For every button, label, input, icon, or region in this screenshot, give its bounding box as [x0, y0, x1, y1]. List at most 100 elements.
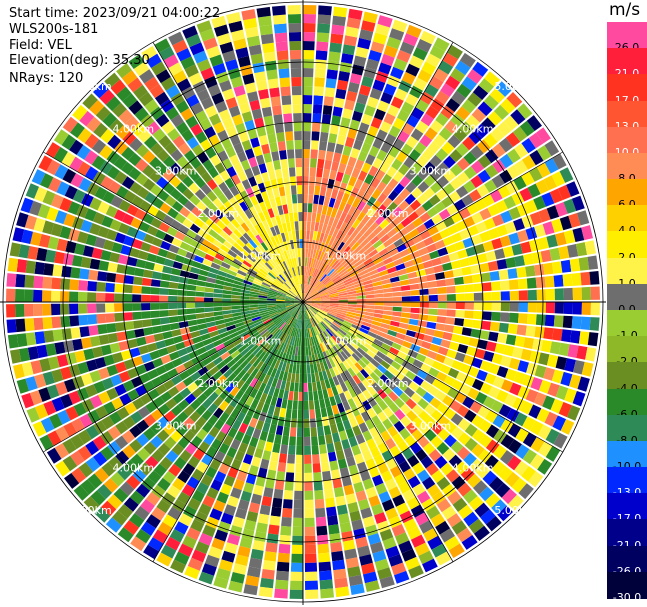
range-gate: [59, 197, 72, 212]
range-gate: [228, 580, 244, 593]
range-gate: [270, 451, 280, 462]
range-gate: [172, 70, 187, 84]
range-gate: [240, 222, 250, 233]
range-gate: [303, 32, 316, 42]
range-gate: [303, 86, 313, 96]
range-gate: [118, 109, 133, 124]
range-gate: [342, 145, 352, 157]
range-gate: [370, 446, 381, 458]
range-gate: [273, 328, 281, 337]
range-gate: [336, 265, 345, 274]
range-gate: [345, 358, 354, 368]
range-gate: [443, 270, 454, 279]
range-gate: [416, 326, 427, 334]
range-gate: [479, 231, 491, 243]
range-gate: [328, 51, 341, 62]
range-gate: [31, 169, 46, 185]
range-gate: [157, 521, 173, 536]
range-gate: [255, 476, 266, 487]
range-gate: [159, 46, 175, 61]
range-gate: [196, 59, 211, 72]
range-gate: [479, 360, 492, 372]
range-gate: [422, 558, 438, 573]
range-gate: [336, 313, 346, 318]
range-gate: [310, 291, 318, 297]
range-gate: [320, 123, 330, 133]
range-gate: [482, 194, 495, 207]
range-gate: [34, 261, 45, 275]
range-gate: [361, 411, 371, 422]
range-gate: [249, 344, 259, 353]
range-gate: [250, 314, 261, 319]
range-gate: [463, 216, 476, 228]
range-gate: [395, 263, 406, 271]
range-gate: [159, 317, 170, 325]
range-gate: [286, 293, 295, 299]
range-gate: [172, 499, 186, 513]
range-gate: [202, 495, 216, 508]
range-gate: [42, 276, 53, 289]
range-gate: [15, 318, 26, 333]
range-gate: [327, 245, 335, 255]
range-gate: [161, 120, 175, 135]
range-gate: [305, 319, 309, 329]
range-gate: [306, 364, 311, 374]
range-gate: [310, 418, 317, 428]
range-gate: [298, 337, 302, 347]
range-gate: [327, 313, 336, 319]
range-gate: [334, 318, 344, 325]
range-gate: [239, 201, 249, 212]
range-gate: [96, 281, 106, 292]
range-gate: [401, 360, 413, 370]
range-gate: [124, 402, 137, 415]
range-gate: [188, 169, 201, 182]
range-gate: [222, 302, 232, 307]
range-gate: [279, 150, 287, 160]
range-gate: [172, 135, 186, 149]
range-gate: [220, 261, 231, 270]
range-gate: [100, 500, 117, 516]
range-gate: [228, 20, 243, 33]
range-gate: [114, 283, 124, 293]
range-gate: [282, 222, 288, 233]
range-gate: [463, 452, 477, 467]
range-gate: [201, 398, 213, 409]
range-gate: [319, 261, 326, 271]
range-gate: [287, 14, 301, 24]
range-gate: [268, 386, 276, 397]
range-gate: [426, 505, 441, 520]
range-gate: [396, 49, 411, 63]
range-gate: [555, 232, 567, 246]
range-gate: [471, 429, 485, 443]
range-gate: [396, 351, 408, 360]
range-gate: [72, 104, 88, 121]
range-gate: [177, 309, 187, 316]
range-gate: [371, 320, 382, 327]
range-gate: [288, 23, 301, 33]
range-gate: [426, 321, 437, 330]
range-gate: [21, 229, 33, 244]
range-gate: [344, 318, 354, 324]
range-gate: [285, 472, 295, 482]
range-gate: [276, 299, 286, 302]
range-gate: [369, 372, 380, 382]
range-gate: [184, 200, 196, 212]
range-gate: [290, 308, 297, 316]
range-gate: [382, 314, 392, 321]
range-gate: [204, 297, 214, 302]
range-gate: [386, 36, 402, 50]
range-gate: [288, 32, 302, 42]
range-gate: [126, 475, 141, 490]
range-gate: [152, 396, 165, 408]
range-gate: [286, 463, 295, 473]
range-gate: [116, 86, 132, 102]
range-gate: [278, 289, 287, 295]
range-gate: [357, 359, 367, 369]
range-gate: [343, 213, 352, 224]
range-gate: [437, 294, 447, 301]
range-gate: [340, 382, 348, 393]
range-gate: [392, 306, 402, 312]
range-gate: [266, 432, 275, 443]
range-gate: [146, 121, 161, 135]
range-gate: [347, 306, 357, 311]
